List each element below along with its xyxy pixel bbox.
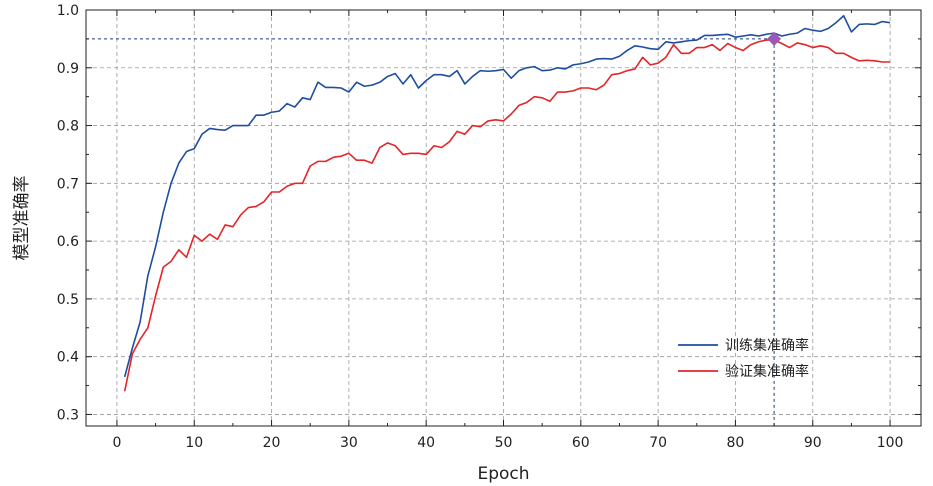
legend-train-label: 训练集准确率 xyxy=(725,337,809,354)
x-tick-label: 40 xyxy=(417,435,435,451)
x-tick-label: 10 xyxy=(185,435,203,451)
x-tick-label: 80 xyxy=(727,435,745,451)
x-axis-title: Epoch xyxy=(477,464,529,484)
series-lines xyxy=(123,14,891,392)
train-accuracy-line xyxy=(123,14,891,378)
legend-val-label: 验证集准确率 xyxy=(725,363,809,380)
x-tick-label: 90 xyxy=(804,435,822,451)
y-tick-label: 1.0 xyxy=(57,3,79,19)
y-tick-labels: 0.3 0.4 0.5 0.6 0.7 0.8 0.9 1.0 xyxy=(57,3,79,423)
x-tick-label: 0 xyxy=(112,435,121,451)
axis-ticks xyxy=(86,9,921,426)
y-tick-label: 0.4 xyxy=(57,350,79,366)
x-tick-label: 50 xyxy=(495,435,513,451)
x-tick-label: 60 xyxy=(572,435,590,451)
y-tick-label: 0.7 xyxy=(57,176,79,192)
highlight-marker-group xyxy=(767,31,782,46)
x-tick-label: 20 xyxy=(263,435,281,451)
y-tick-label: 0.5 xyxy=(57,292,79,308)
y-tick-label: 0.3 xyxy=(57,407,79,423)
x-tick-label: 70 xyxy=(649,435,667,451)
reference-lines xyxy=(86,38,775,426)
y-tick-label: 0.8 xyxy=(57,119,79,135)
y-tick-label: 0.9 xyxy=(57,61,79,77)
x-tick-label: 100 xyxy=(877,435,904,451)
x-tick-label: 30 xyxy=(340,435,358,451)
y-axis-title: 模型准确率 xyxy=(12,176,32,261)
y-tick-label: 0.6 xyxy=(57,234,79,250)
val-accuracy-line xyxy=(123,39,891,392)
highlight-diamond-marker xyxy=(767,31,782,46)
x-tick-labels: 0 10 20 30 40 50 60 70 80 90 100 xyxy=(112,435,903,451)
